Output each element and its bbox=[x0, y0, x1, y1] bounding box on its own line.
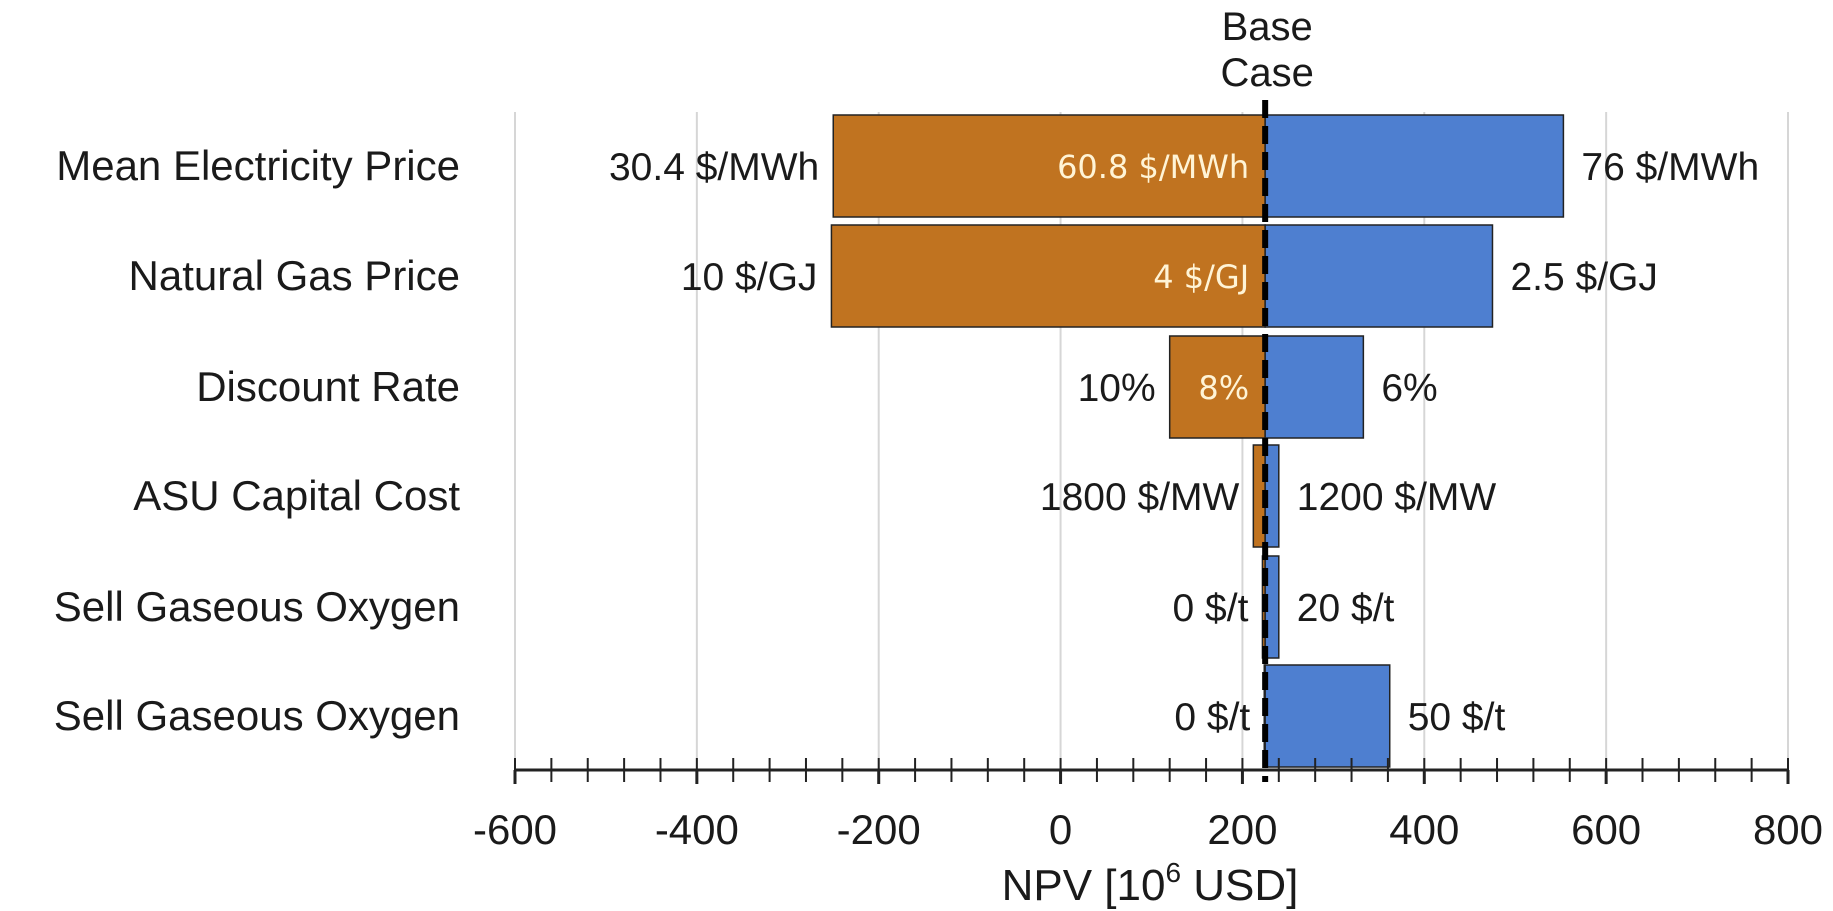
high-value-label-0: 76 $/MWh bbox=[1581, 146, 1759, 189]
x-tick-label-4: 200 bbox=[1207, 806, 1277, 853]
category-label-1: Natural Gas Price bbox=[129, 252, 460, 299]
category-label-3: ASU Capital Cost bbox=[133, 472, 460, 519]
low-value-label-3: 1800 $/MW bbox=[1040, 476, 1240, 519]
low-value-label-2: 10% bbox=[1078, 367, 1156, 410]
category-label-4: Sell Gaseous Oxygen bbox=[54, 583, 460, 630]
base-value-label-0: 60.8 $/MWh bbox=[1057, 148, 1249, 186]
category-label-5: Sell Gaseous Oxygen bbox=[54, 692, 460, 739]
bar-labels: Mean Electricity Price 30.4 $/MWh 76 $/MWh… bbox=[54, 142, 1759, 739]
x-tick-label-1: -400 bbox=[655, 806, 739, 853]
high-bar-5 bbox=[1264, 664, 1391, 768]
category-label-2: Discount Rate bbox=[196, 363, 460, 410]
base-case-label-line2: Case bbox=[1220, 51, 1313, 95]
gridlines bbox=[514, 112, 1789, 770]
x-tick-label-3: 0 bbox=[1049, 806, 1072, 853]
high-value-label-2: 6% bbox=[1381, 367, 1437, 410]
high-value-label-3: 1200 $/MW bbox=[1297, 476, 1497, 519]
bars bbox=[830, 114, 1565, 768]
low-value-label-1: 10 $/GJ bbox=[681, 256, 818, 299]
x-axis-title-prefix: NPV [10 bbox=[1002, 861, 1166, 910]
x-tick-label-7: 800 bbox=[1753, 806, 1823, 853]
x-axis-title: NPV [106 USD] bbox=[1002, 857, 1299, 910]
category-label-0: Mean Electricity Price bbox=[56, 142, 460, 189]
x-axis: -600 -400 -200 0 200 400 600 800 bbox=[473, 758, 1823, 853]
low-bar-0 bbox=[832, 114, 1266, 218]
high-value-label-5: 50 $/t bbox=[1408, 696, 1506, 739]
high-value-label-4: 20 $/t bbox=[1297, 587, 1395, 630]
x-axis-title-sup: 6 bbox=[1165, 857, 1181, 888]
high-bar-1 bbox=[1264, 224, 1494, 328]
base-value-label-1: 4 $/GJ bbox=[1153, 258, 1249, 296]
x-tick-label-0: -600 bbox=[473, 806, 557, 853]
low-value-label-0: 30.4 $/MWh bbox=[609, 146, 819, 189]
high-bar-0 bbox=[1264, 114, 1565, 218]
high-value-label-1: 2.5 $/GJ bbox=[1510, 256, 1657, 299]
low-value-label-5: 0 $/t bbox=[1174, 696, 1250, 739]
x-tick-label-5: 400 bbox=[1389, 806, 1459, 853]
base-value-label-2: 8% bbox=[1198, 369, 1249, 407]
low-value-label-4: 0 $/t bbox=[1173, 587, 1249, 630]
x-tick-label-6: 600 bbox=[1571, 806, 1641, 853]
x-axis-title-suffix: USD] bbox=[1181, 861, 1298, 910]
base-case-label-line1: Base bbox=[1222, 5, 1313, 49]
x-tick-label-2: -200 bbox=[837, 806, 921, 853]
high-bar-2 bbox=[1264, 335, 1365, 439]
low-bar-1 bbox=[830, 224, 1266, 328]
